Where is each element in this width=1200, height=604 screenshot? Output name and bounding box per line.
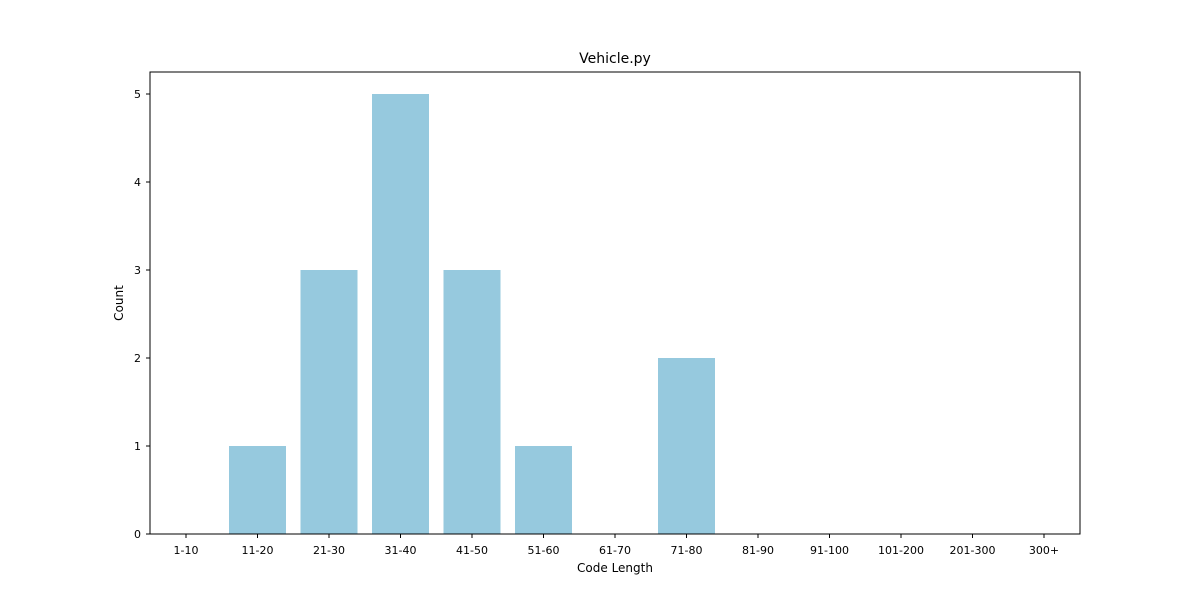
x-tick-label: 31-40 — [385, 544, 417, 557]
y-tick-label: 0 — [134, 528, 141, 541]
x-tick-label: 21-30 — [313, 544, 345, 557]
y-tick-label: 5 — [134, 88, 141, 101]
x-tick-label: 1-10 — [174, 544, 199, 557]
x-tick-label: 71-80 — [671, 544, 703, 557]
x-tick-label: 91-100 — [810, 544, 849, 557]
x-tick-label: 81-90 — [742, 544, 774, 557]
x-axis: 1-10 11-20 21-30 31-40 41-50 51-60 61-70 71-80 8… — [174, 534, 1059, 557]
bar-41-50 — [443, 270, 501, 534]
x-tick-label: 201-300 — [950, 544, 996, 557]
bar-51-60 — [515, 446, 572, 534]
bar-71-80 — [658, 358, 715, 534]
bar-11-20 — [229, 446, 286, 534]
y-tick-label: 2 — [134, 352, 141, 365]
x-tick-label: 101-200 — [878, 544, 924, 557]
bars-group — [229, 94, 715, 534]
x-tick-label: 11-20 — [242, 544, 274, 557]
x-tick-label: 300+ — [1029, 544, 1059, 557]
chart-title: Vehicle.py — [579, 51, 651, 67]
y-axis-label: Count — [112, 285, 126, 321]
x-tick-label: 61-70 — [599, 544, 631, 557]
y-tick-label: 1 — [134, 440, 141, 453]
bar-31-40 — [372, 94, 429, 534]
y-tick-label: 4 — [134, 176, 141, 189]
y-axis: 0 1 2 3 4 5 — [134, 88, 150, 541]
y-tick-label: 3 — [134, 264, 141, 277]
x-axis-label: Code Length — [577, 561, 653, 575]
bar-21-30 — [300, 270, 358, 534]
x-tick-label: 51-60 — [528, 544, 560, 557]
x-tick-label: 41-50 — [456, 544, 488, 557]
plot-frame — [149, 71, 1081, 535]
